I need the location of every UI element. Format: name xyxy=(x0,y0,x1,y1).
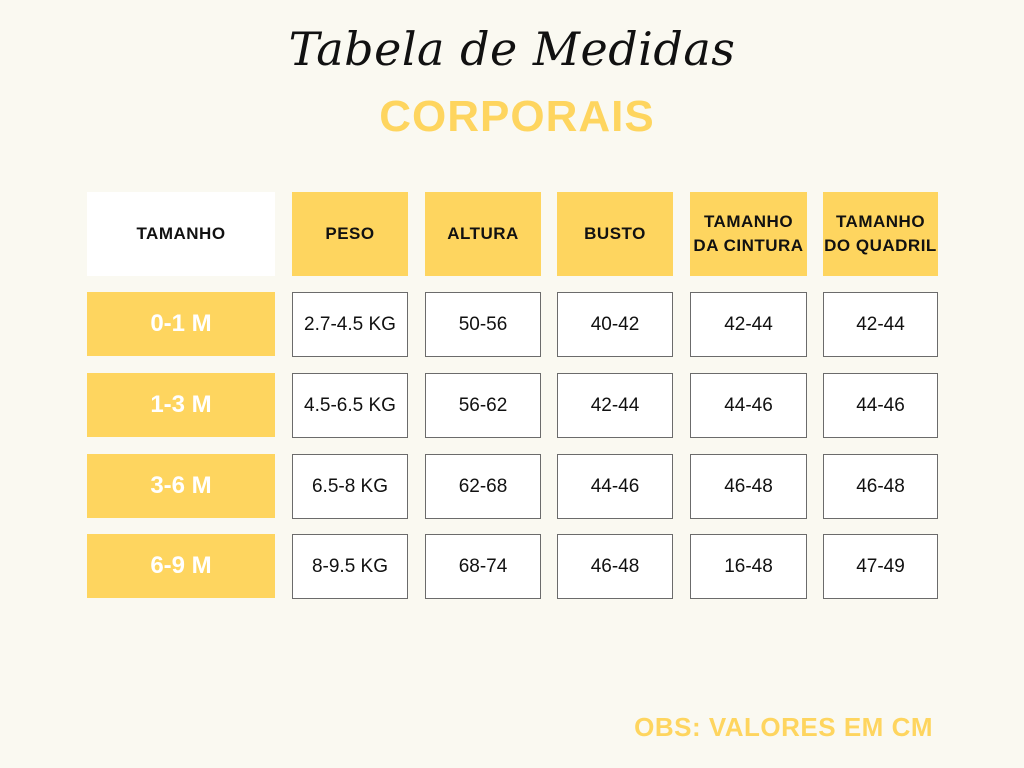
header-quadril: TAMANHO DO QUADRIL xyxy=(823,192,938,276)
cell-quadril: 47-49 xyxy=(823,534,938,599)
cell-cintura: 46-48 xyxy=(690,454,807,519)
cell-altura: 62-68 xyxy=(425,454,541,519)
header-cintura: TAMANHO DA CINTURA xyxy=(690,192,807,276)
cell-busto: 44-46 xyxy=(557,454,673,519)
size-label: 0-1 M xyxy=(87,292,275,356)
header-busto: BUSTO xyxy=(557,192,673,276)
size-label: 1-3 M xyxy=(87,373,275,437)
size-label: 6-9 M xyxy=(87,534,275,598)
size-label: 3-6 M xyxy=(87,454,275,518)
cell-peso: 4.5-6.5 KG xyxy=(292,373,408,438)
header-peso: PESO xyxy=(292,192,408,276)
cell-altura: 68-74 xyxy=(425,534,541,599)
cell-quadril: 42-44 xyxy=(823,292,938,357)
cell-cintura: 44-46 xyxy=(690,373,807,438)
cell-quadril: 44-46 xyxy=(823,373,938,438)
page-title: Tabela de Medidas xyxy=(288,22,736,76)
cell-busto: 46-48 xyxy=(557,534,673,599)
cell-peso: 8-9.5 KG xyxy=(292,534,408,599)
cell-busto: 40-42 xyxy=(557,292,673,357)
cell-peso: 6.5-8 KG xyxy=(292,454,408,519)
header-tamanho: TAMANHO xyxy=(87,192,275,276)
cell-altura: 56-62 xyxy=(425,373,541,438)
cell-peso: 2.7-4.5 KG xyxy=(292,292,408,357)
cell-altura: 50-56 xyxy=(425,292,541,357)
page-subtitle: CORPORAIS xyxy=(379,92,655,141)
cell-cintura: 42-44 xyxy=(690,292,807,357)
header-altura: ALTURA xyxy=(425,192,541,276)
footnote: OBS: VALORES EM CM xyxy=(634,712,933,742)
cell-quadril: 46-48 xyxy=(823,454,938,519)
cell-busto: 42-44 xyxy=(557,373,673,438)
cell-cintura: 16-48 xyxy=(690,534,807,599)
